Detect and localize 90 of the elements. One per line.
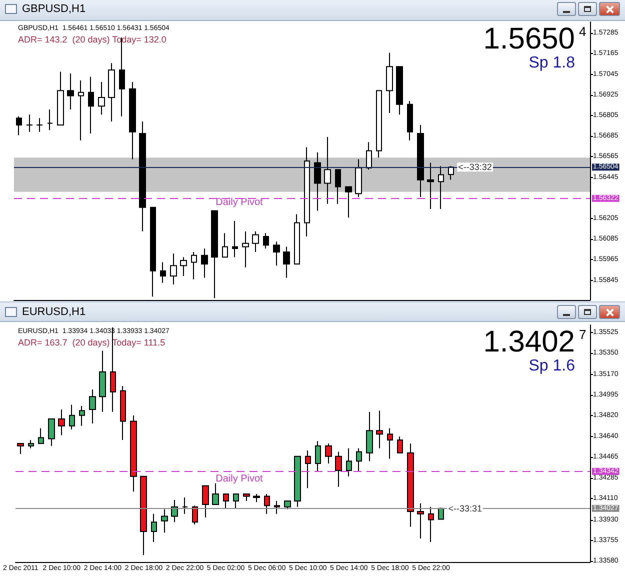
candlestick	[397, 436, 403, 454]
candlestick	[212, 482, 219, 506]
candlestick	[376, 90, 382, 158]
candlestick	[376, 410, 383, 449]
candlestick	[192, 505, 198, 525]
candlestick	[191, 251, 197, 280]
candlestick	[140, 476, 147, 556]
candlestick	[387, 428, 393, 460]
candlestick	[396, 66, 403, 116]
annotation: Sp 1.8	[528, 54, 576, 72]
candlestick	[36, 118, 43, 132]
candlestick	[58, 408, 65, 436]
candlestick	[366, 411, 373, 462]
candlestick	[150, 206, 156, 298]
candlestick	[233, 493, 239, 509]
annotation: <--33:32	[458, 162, 492, 172]
candlestick	[253, 493, 260, 503]
candlestick	[355, 158, 362, 198]
candlestick	[346, 448, 352, 477]
candlestick	[305, 450, 311, 489]
candlestick	[283, 246, 290, 278]
candlestick	[315, 440, 321, 472]
candlestick	[427, 162, 434, 210]
candlestick	[129, 82, 136, 160]
candlestick	[417, 502, 424, 540]
candlestick	[171, 499, 178, 523]
candlestick	[314, 152, 321, 212]
candlestick	[264, 493, 270, 514]
candlestick	[407, 100, 413, 141]
candlestick	[170, 253, 177, 286]
candlestick	[243, 493, 250, 502]
chart-title: EURUSD,H1	[22, 306, 86, 318]
candlestick	[26, 114, 33, 132]
candlestick	[16, 116, 22, 136]
candlestick	[284, 500, 291, 510]
candlestick	[273, 241, 280, 266]
candlestick	[88, 76, 94, 134]
candlestick	[98, 82, 105, 116]
candlestick	[161, 508, 168, 534]
candlestick	[38, 428, 44, 444]
candlestick	[182, 496, 188, 514]
candlestick	[294, 214, 300, 264]
candlestick	[325, 443, 332, 464]
candlestick	[366, 142, 372, 170]
candlestick	[180, 256, 187, 276]
annotation: <--33:31	[448, 503, 482, 514]
candlestick	[356, 448, 362, 472]
candlestick	[139, 121, 146, 232]
candlestick	[201, 248, 208, 278]
candlestick	[47, 109, 53, 131]
candlestick	[232, 220, 238, 258]
annotation: Daily Pivot	[216, 474, 264, 485]
candlestick	[252, 230, 259, 252]
candlestick	[428, 506, 434, 543]
candlestick	[324, 136, 331, 204]
candlestick	[202, 485, 209, 518]
candlestick	[242, 230, 249, 268]
candlestick	[120, 386, 126, 440]
candlestick	[78, 80, 84, 141]
annotation: Daily Pivot	[216, 197, 264, 208]
candlestick	[438, 166, 444, 210]
candlestick	[79, 405, 85, 426]
candlestick	[294, 456, 301, 508]
candlestick	[17, 443, 24, 455]
annotation: Sp 1.6	[528, 358, 576, 374]
candlestick	[304, 146, 310, 238]
annotation: ADR= 163.7 (20 days) Today= 111.5	[18, 338, 166, 348]
candlestick	[335, 169, 341, 204]
candlestick	[345, 186, 352, 218]
candlestick	[28, 439, 34, 449]
candlestick	[263, 232, 269, 250]
candlestick	[222, 232, 228, 258]
candlestick	[274, 500, 280, 514]
candlestick	[99, 350, 106, 412]
candlestick	[108, 62, 115, 122]
candlestick	[407, 443, 414, 528]
candlestick	[89, 389, 96, 424]
candlestick	[69, 404, 75, 430]
candlestick	[223, 493, 229, 509]
candlestick	[417, 124, 424, 198]
candlestick	[438, 508, 444, 520]
candlestick	[151, 513, 157, 543]
candlestick	[57, 71, 64, 126]
candlestick	[130, 414, 137, 492]
candlestick	[335, 451, 342, 488]
candlestick	[160, 262, 166, 284]
candlestick	[386, 52, 393, 114]
chart-title: GBPUSD,H1	[22, 3, 86, 15]
candlestick	[67, 72, 74, 110]
candlestick	[48, 418, 55, 446]
